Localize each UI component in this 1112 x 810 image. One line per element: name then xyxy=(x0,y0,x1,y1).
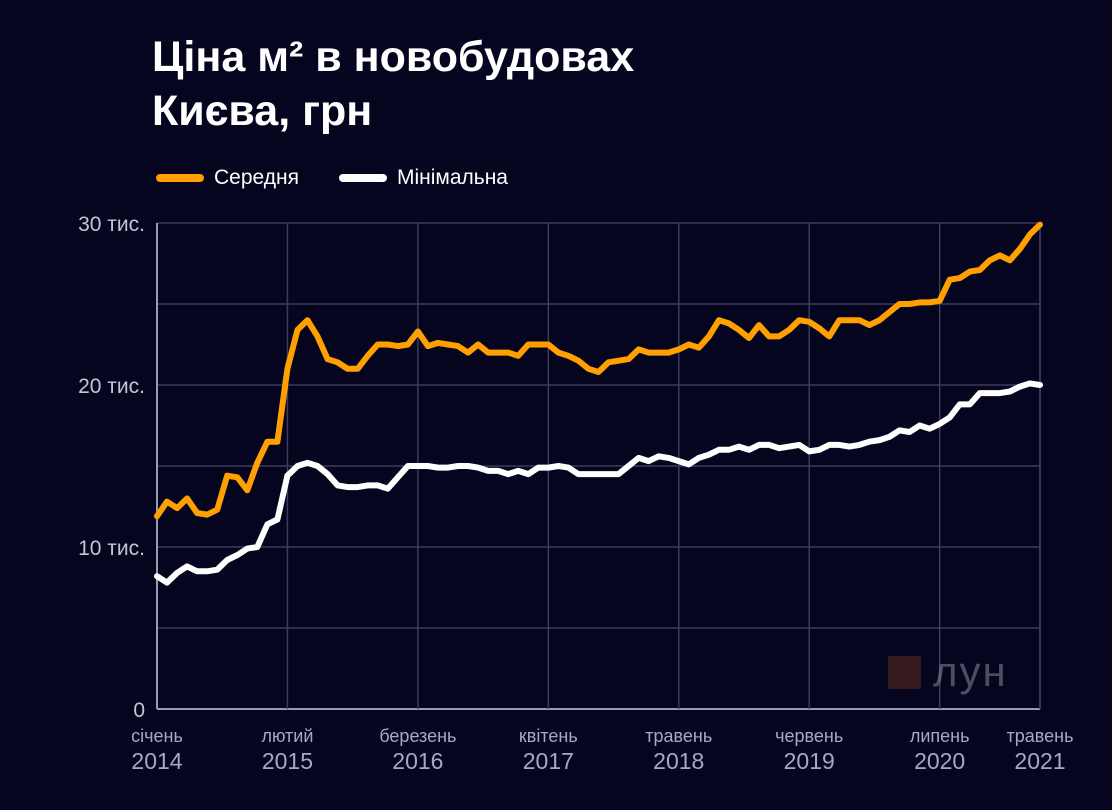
legend-item-minimum: Мінімальна xyxy=(338,166,508,190)
y-tick-label: 20 тис. xyxy=(78,375,145,398)
lun-watermark: лун xyxy=(888,648,1008,696)
y-tick-label: 10 тис. xyxy=(78,537,145,560)
legend: Середня Мінімальна xyxy=(156,166,548,190)
x-axis-ticks: січень2014лютий2015березень2016квітень20… xyxy=(131,726,1073,774)
x-tick-year-label: 2015 xyxy=(262,748,313,774)
x-tick-year-label: 2019 xyxy=(784,748,835,774)
y-tick-label: 30 тис. xyxy=(78,213,145,236)
legend-label-average: Середня xyxy=(214,166,299,189)
x-tick-year-label: 2020 xyxy=(914,748,965,774)
x-tick-year-label: 2017 xyxy=(523,748,574,774)
chart-title-line-2: Києва, грн xyxy=(152,87,373,135)
x-tick-month-label: березень xyxy=(379,726,456,746)
x-tick-month-label: травень xyxy=(645,726,712,746)
chart-title: Ціна м² в новобудовах Києва, грн xyxy=(152,30,634,138)
x-tick-month-label: квітень xyxy=(519,726,578,746)
y-axis-ticks: 0 10 тис. 20 тис. 30 тис. xyxy=(78,213,145,722)
y-tick-label: 0 xyxy=(133,699,145,722)
x-tick-year-label: 2021 xyxy=(1014,748,1065,774)
x-tick-year-label: 2016 xyxy=(392,748,443,774)
x-tick-month-label: січень xyxy=(131,726,183,746)
series-line-average xyxy=(154,221,1043,520)
legend-label-minimum: Мінімальна xyxy=(396,166,508,189)
x-tick-month-label: травень xyxy=(1007,726,1074,746)
x-tick-year-label: 2018 xyxy=(653,748,704,774)
chart-grid xyxy=(156,222,1041,710)
legend-swatch-minimum xyxy=(338,174,387,182)
chart-series xyxy=(154,221,1043,586)
x-tick-month-label: липень xyxy=(910,726,970,746)
x-tick-month-label: лютий xyxy=(261,726,313,746)
legend-item-average: Середня xyxy=(156,166,299,190)
x-tick-year-label: 2014 xyxy=(131,748,182,774)
x-tick-month-label: червень xyxy=(775,726,843,746)
series-line-minimum xyxy=(154,380,1043,586)
lun-logo-text: лун xyxy=(933,648,1008,695)
lun-logo-icon xyxy=(888,655,921,689)
legend-swatch-average xyxy=(156,174,204,182)
chart-title-line-1: Ціна м² в новобудовах xyxy=(152,33,635,81)
